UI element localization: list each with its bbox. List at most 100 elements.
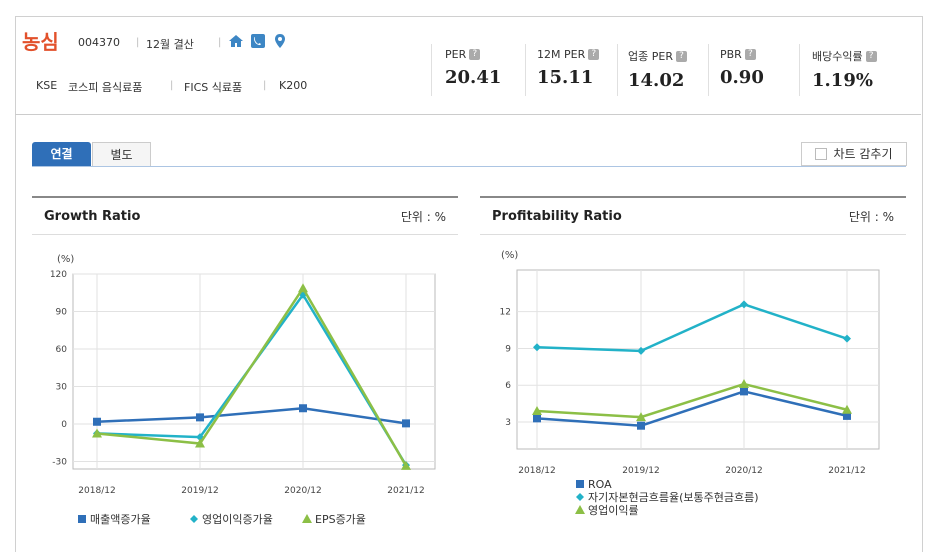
plot-area bbox=[72, 273, 436, 470]
legend-label: ROA bbox=[588, 478, 612, 491]
metric-value: 1.19% bbox=[812, 70, 873, 91]
tab-separate[interactable]: 별도 bbox=[92, 142, 151, 166]
sector-fics: FICS 식료품 bbox=[184, 81, 243, 94]
data-point bbox=[637, 421, 645, 430]
growth-ratio-panel: Growth Ratio 단위 : % (%) 120 90 60 30 0 -30 2018… bbox=[32, 196, 458, 543]
y-tick-label: 30 bbox=[56, 383, 68, 393]
unit-label: 단위 : % bbox=[848, 209, 894, 224]
legend-marker bbox=[190, 515, 198, 523]
help-icon[interactable]: ? bbox=[588, 49, 600, 60]
y-tick-label: -30 bbox=[52, 458, 67, 468]
separator: | bbox=[170, 80, 174, 91]
data-point bbox=[196, 413, 204, 422]
series-line bbox=[536, 302, 848, 353]
data-point bbox=[92, 428, 102, 438]
help-icon[interactable]: ? bbox=[865, 50, 877, 62]
legend-label: 영업이익증가율 bbox=[202, 513, 273, 526]
y-tick-label: 6 bbox=[505, 381, 511, 391]
separator: | bbox=[263, 80, 267, 91]
metric-value: 15.11 bbox=[537, 67, 594, 88]
checkbox-icon[interactable] bbox=[815, 148, 828, 160]
panel-header: Profitability Ratio 단위 : % bbox=[480, 198, 906, 235]
data-point bbox=[843, 334, 851, 343]
legend-marker bbox=[78, 515, 86, 523]
metric-label: PBR bbox=[720, 48, 742, 61]
series-line bbox=[96, 285, 408, 467]
panel-header: Growth Ratio 단위 : % bbox=[32, 198, 458, 235]
help-icon[interactable]: ? bbox=[469, 49, 481, 60]
metric-value: 14.02 bbox=[628, 70, 685, 91]
x-tick-label: 2019/12 bbox=[181, 486, 218, 496]
legend-label: 영업이익률 bbox=[588, 504, 639, 517]
settlement-month: 12월 결산 bbox=[146, 38, 194, 51]
series-line bbox=[536, 390, 848, 427]
tab-consolidated[interactable]: 연결 bbox=[32, 142, 91, 166]
plot-area bbox=[516, 269, 880, 450]
data-point bbox=[843, 411, 851, 420]
divider bbox=[525, 44, 526, 96]
home-icon[interactable] bbox=[228, 33, 244, 49]
panel-title: Profitability Ratio bbox=[492, 208, 622, 224]
data-point bbox=[298, 283, 308, 293]
y-tick-label: 9 bbox=[505, 344, 511, 354]
x-tick-label: 2020/12 bbox=[725, 466, 762, 476]
metric-label: 12M PER bbox=[537, 48, 586, 61]
location-icon[interactable] bbox=[272, 33, 288, 49]
data-point bbox=[533, 343, 541, 352]
series-line bbox=[536, 382, 848, 419]
y-tick-label: 90 bbox=[56, 308, 68, 318]
y-tick-label: 12 bbox=[500, 308, 511, 318]
data-point bbox=[636, 412, 646, 422]
divider bbox=[799, 44, 800, 96]
separator: | bbox=[136, 37, 140, 48]
legend-marker bbox=[576, 480, 584, 488]
panel-title: Growth Ratio bbox=[44, 208, 141, 224]
metric-label: PER bbox=[445, 48, 467, 61]
data-point bbox=[739, 379, 749, 389]
data-point bbox=[401, 460, 411, 470]
data-point bbox=[740, 300, 748, 309]
metric-pbr: PBR? 0.90 bbox=[720, 48, 764, 88]
divider bbox=[617, 44, 618, 96]
series-line bbox=[96, 406, 407, 425]
legend-marker bbox=[576, 493, 584, 501]
data-point bbox=[402, 419, 410, 428]
y-tick-label: 3 bbox=[505, 418, 511, 428]
metric-12m-per: 12M PER? 15.11 bbox=[537, 48, 600, 88]
data-point bbox=[532, 405, 542, 415]
y-tick-label: 0 bbox=[61, 420, 67, 430]
sector-kospi: 코스피 음식료품 bbox=[68, 81, 143, 94]
metric-label: 배당수익률 bbox=[812, 50, 863, 63]
data-point bbox=[93, 417, 101, 426]
metric-value: 20.41 bbox=[445, 67, 502, 88]
phone-icon[interactable] bbox=[250, 33, 266, 49]
company-name: 농심 bbox=[22, 30, 59, 54]
legend-marker bbox=[302, 514, 312, 523]
metric-value: 0.90 bbox=[720, 67, 764, 88]
help-icon[interactable]: ? bbox=[675, 50, 687, 62]
growth-ratio-chart: (%) 120 90 60 30 0 -30 2018/12 2019/12 2020/12 202… bbox=[50, 254, 436, 526]
x-tick-label: 2018/12 bbox=[78, 486, 115, 496]
help-icon[interactable]: ? bbox=[744, 49, 756, 60]
legend-marker bbox=[575, 505, 585, 514]
profitability-ratio-panel: Profitability Ratio 단위 : % (%) 12 9 6 3 2018/… bbox=[480, 196, 906, 543]
data-point bbox=[637, 346, 645, 355]
unit-label: 단위 : % bbox=[400, 209, 446, 224]
stock-code: 004370 bbox=[78, 36, 120, 49]
company-links bbox=[228, 33, 288, 49]
hide-chart-label: 차트 감추기 bbox=[833, 147, 893, 161]
metric-dividend-yield: 배당수익률? 1.19% bbox=[812, 48, 877, 91]
legend-label: 매출액증가율 bbox=[90, 513, 151, 526]
profitability-ratio-chart: (%) 12 9 6 3 2018/12 2019/12 2020/12 2021/12 ROA자… bbox=[500, 250, 880, 517]
data-point bbox=[842, 404, 852, 414]
legend-label: EPS증가율 bbox=[315, 513, 366, 526]
hide-chart-button[interactable]: 차트 감추기 bbox=[801, 142, 907, 166]
legend-label: 자기자본현금흐름율(보통주현금흐름) bbox=[588, 491, 759, 504]
data-point bbox=[533, 414, 541, 423]
company-header bbox=[15, 16, 921, 115]
y-axis-unit: (%) bbox=[57, 254, 74, 265]
data-point bbox=[299, 404, 307, 413]
y-axis-unit: (%) bbox=[501, 250, 518, 261]
y-tick-label: 120 bbox=[50, 270, 67, 280]
x-tick-label: 2020/12 bbox=[284, 486, 321, 496]
